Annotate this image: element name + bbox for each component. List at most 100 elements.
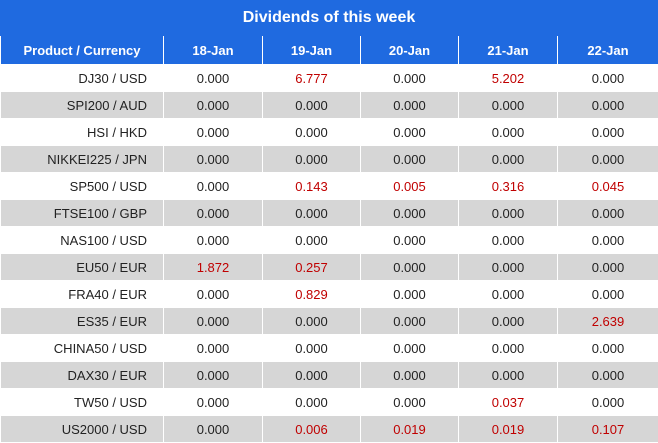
table-row: ES35 / EUR 0.000 0.000 0.000 0.000 2.639 — [0, 307, 658, 335]
column-header: 18-Jan — [163, 36, 263, 65]
dividend-cell: 0.000 — [360, 91, 459, 119]
dividend-cell: 0.000 — [557, 388, 658, 416]
table-row: NIKKEI225 / JPN 0.000 0.000 0.000 0.000 0.000 — [0, 145, 658, 173]
table-row: FTSE100 / GBP 0.000 0.000 0.000 0.000 0.000 — [0, 199, 658, 227]
dividend-cell: 0.000 — [557, 145, 658, 173]
dividend-cell: 0.000 — [557, 253, 658, 281]
dividend-cell: 5.202 — [458, 64, 558, 92]
dividend-cell: 0.000 — [163, 199, 263, 227]
dividend-cell: 0.107 — [557, 415, 658, 443]
dividend-cell: 0.829 — [262, 280, 361, 308]
dividend-cell: 0.000 — [458, 280, 558, 308]
dividend-cell: 0.000 — [163, 361, 263, 389]
product-cell: US2000 / USD — [0, 415, 164, 443]
dividend-table: Product / Currency 18-Jan 19-Jan 20-Jan 21-J… — [0, 36, 658, 443]
dividend-cell: 0.000 — [557, 118, 658, 146]
dividend-cell: 0.000 — [458, 199, 558, 227]
dividend-cell: 0.000 — [163, 145, 263, 173]
product-cell: CHINA50 / USD — [0, 334, 164, 362]
dividend-cell: 0.000 — [163, 172, 263, 200]
dividend-cell: 0.000 — [262, 199, 361, 227]
product-cell: SPI200 / AUD — [0, 91, 164, 119]
table-row: US2000 / USD 0.000 0.006 0.019 0.019 0.107 — [0, 415, 658, 443]
product-cell: TW50 / USD — [0, 388, 164, 416]
dividend-cell: 0.000 — [557, 361, 658, 389]
dividend-cell: 0.000 — [557, 199, 658, 227]
dividend-cell: 0.000 — [458, 118, 558, 146]
dividend-cell: 0.005 — [360, 172, 459, 200]
dividend-cell: 6.777 — [262, 64, 361, 92]
product-cell: NAS100 / USD — [0, 226, 164, 254]
dividend-cell: 0.045 — [557, 172, 658, 200]
dividend-cell: 0.000 — [458, 334, 558, 362]
dividend-cell: 0.000 — [262, 118, 361, 146]
dividend-cell: 0.000 — [163, 91, 263, 119]
table-row: EU50 / EUR 1.872 0.257 0.000 0.000 0.000 — [0, 253, 658, 281]
dividend-cell: 0.006 — [262, 415, 361, 443]
product-cell: ES35 / EUR — [0, 307, 164, 335]
dividend-cell: 0.000 — [458, 145, 558, 173]
dividend-cell: 0.000 — [458, 253, 558, 281]
product-cell: SP500 / USD — [0, 172, 164, 200]
table-body: DJ30 / USD 0.000 6.777 0.000 5.202 0.000 SPI20… — [0, 64, 658, 443]
dividend-cell: 0.000 — [360, 334, 459, 362]
table-row: TW50 / USD 0.000 0.000 0.000 0.037 0.000 — [0, 388, 658, 416]
dividend-cell: 0.000 — [360, 388, 459, 416]
dividend-cell: 0.000 — [557, 91, 658, 119]
product-cell: NIKKEI225 / JPN — [0, 145, 164, 173]
table-row: FRA40 / EUR 0.000 0.829 0.000 0.000 0.000 — [0, 280, 658, 308]
dividend-cell: 0.000 — [557, 334, 658, 362]
product-cell: FRA40 / EUR — [0, 280, 164, 308]
dividend-cell: 0.000 — [360, 199, 459, 227]
dividend-cell: 0.000 — [163, 334, 263, 362]
dividend-cell: 0.143 — [262, 172, 361, 200]
dividend-cell: 1.872 — [163, 253, 263, 281]
dividend-cell: 0.000 — [262, 361, 361, 389]
column-header: 20-Jan — [360, 36, 459, 65]
column-header: 19-Jan — [262, 36, 361, 65]
dividend-cell: 0.000 — [262, 145, 361, 173]
dividend-cell: 0.000 — [262, 307, 361, 335]
product-cell: EU50 / EUR — [0, 253, 164, 281]
dividend-cell: 0.000 — [163, 280, 263, 308]
dividend-cell: 0.000 — [262, 334, 361, 362]
header-row: Product / Currency 18-Jan 19-Jan 20-Jan 21-J… — [0, 36, 658, 65]
dividend-cell: 0.019 — [360, 415, 459, 443]
dividend-cell: 2.639 — [557, 307, 658, 335]
product-cell: HSI / HKD — [0, 118, 164, 146]
dividend-cell: 0.000 — [458, 226, 558, 254]
product-cell: FTSE100 / GBP — [0, 199, 164, 227]
dividend-cell: 0.000 — [557, 226, 658, 254]
dividend-cell: 0.019 — [458, 415, 558, 443]
dividend-cell: 0.000 — [163, 388, 263, 416]
dividend-cell: 0.316 — [458, 172, 558, 200]
dividend-cell: 0.000 — [557, 64, 658, 92]
dividend-cell: 0.000 — [360, 280, 459, 308]
dividend-cell: 0.000 — [262, 91, 361, 119]
dividend-cell: 0.000 — [360, 361, 459, 389]
product-cell: DAX30 / EUR — [0, 361, 164, 389]
dividend-cell: 0.000 — [360, 64, 459, 92]
table-row: HSI / HKD 0.000 0.000 0.000 0.000 0.000 — [0, 118, 658, 146]
table-row: DJ30 / USD 0.000 6.777 0.000 5.202 0.000 — [0, 64, 658, 92]
dividend-cell: 0.000 — [163, 226, 263, 254]
table-row: SP500 / USD 0.000 0.143 0.005 0.316 0.045 — [0, 172, 658, 200]
table-row: NAS100 / USD 0.000 0.000 0.000 0.000 0.000 — [0, 226, 658, 254]
title-bar: Dividends of this week — [0, 0, 658, 36]
dividend-cell: 0.000 — [557, 280, 658, 308]
dividend-cell: 0.000 — [360, 307, 459, 335]
dividend-cell: 0.000 — [360, 145, 459, 173]
dividend-cell: 0.000 — [458, 91, 558, 119]
column-header: 22-Jan — [557, 36, 658, 65]
dividend-cell: 0.000 — [458, 361, 558, 389]
table-row: CHINA50 / USD 0.000 0.000 0.000 0.000 0.000 — [0, 334, 658, 362]
column-header: Product / Currency — [0, 36, 164, 65]
product-cell: DJ30 / USD — [0, 64, 164, 92]
dividend-cell: 0.000 — [163, 307, 263, 335]
column-header: 21-Jan — [458, 36, 558, 65]
table-row: DAX30 / EUR 0.000 0.000 0.000 0.000 0.000 — [0, 361, 658, 389]
dividend-cell: 0.000 — [360, 226, 459, 254]
dividend-cell: 0.000 — [163, 118, 263, 146]
dividend-cell: 0.000 — [360, 118, 459, 146]
dividend-cell: 0.037 — [458, 388, 558, 416]
